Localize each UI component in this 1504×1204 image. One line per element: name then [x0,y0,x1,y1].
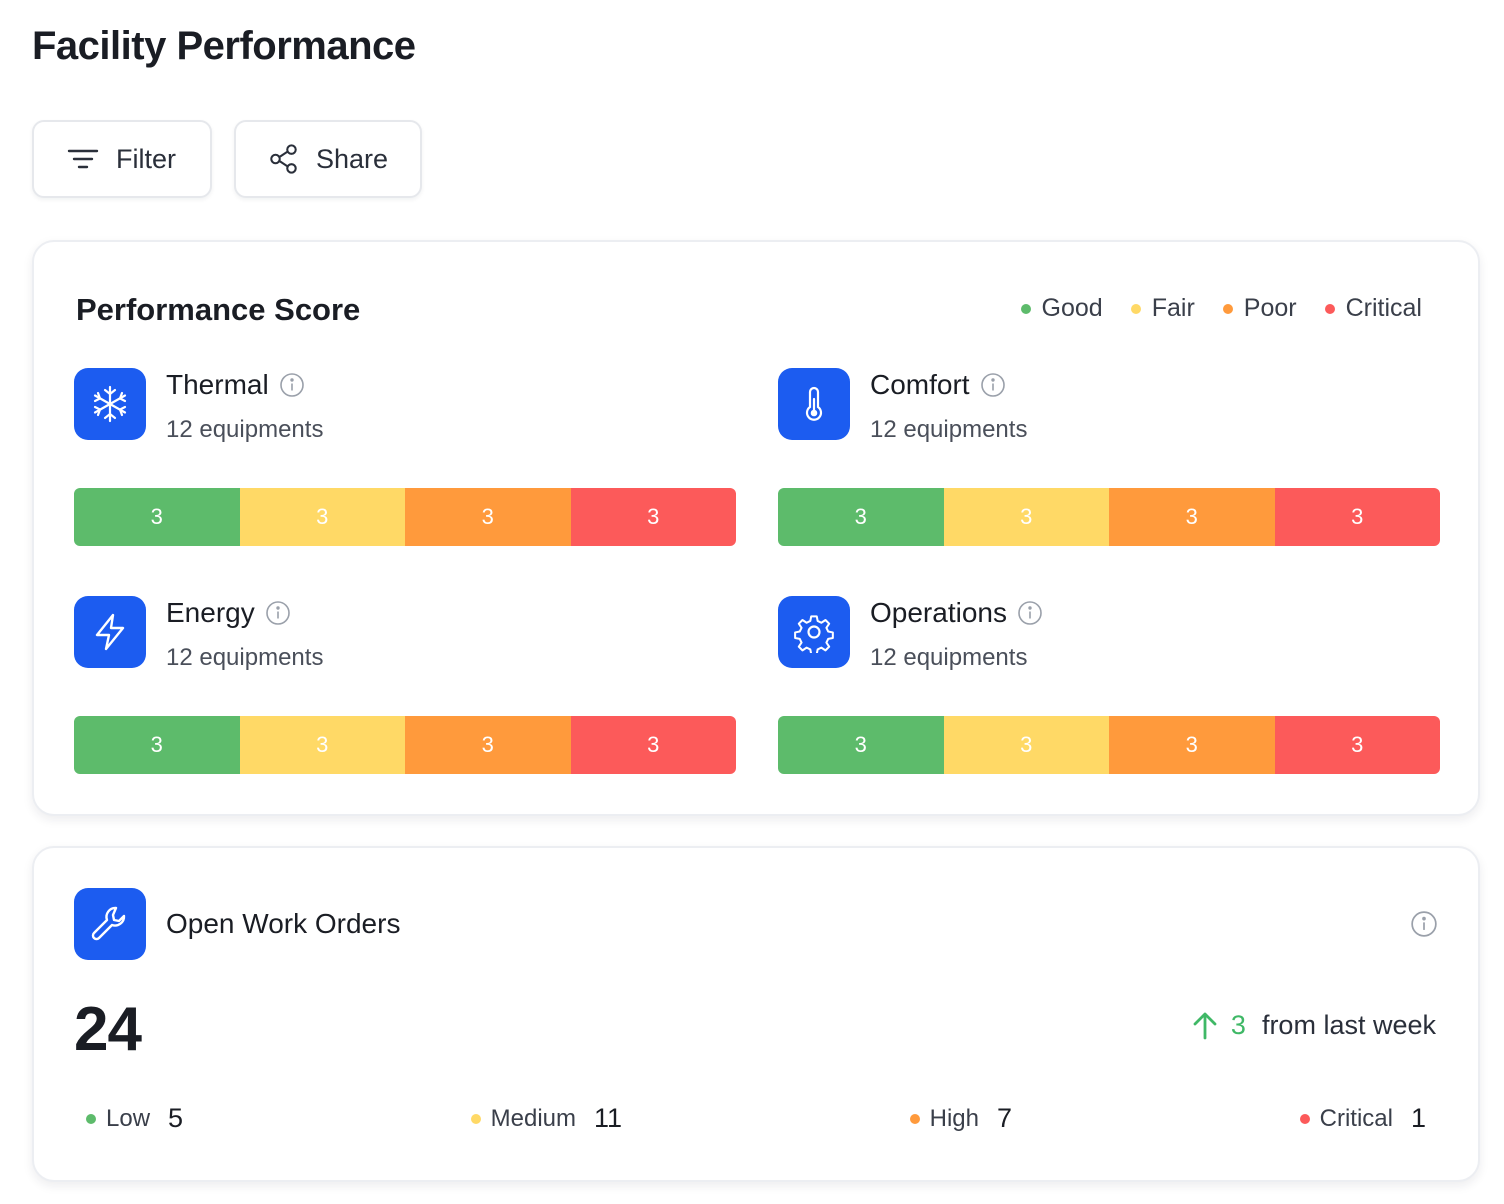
legend-dot-good [1020,303,1031,314]
legend-label-good: Good [1041,294,1103,322]
performance-score-card: Performance Score Good Fair Poor Critica… [32,240,1480,816]
filter-button[interactable]: Filter [32,120,212,198]
work-orders-count: 24 [74,995,142,1064]
metric-name: Thermal [166,369,269,400]
toolbar: Filter Share [32,120,422,198]
segment-fair[interactable]: 3 [239,488,405,546]
score-bar: 3 3 3 3 [74,716,736,774]
priority-value: 11 [594,1103,623,1133]
gear-icon [778,596,850,668]
lightning-icon [74,596,146,668]
segment-good[interactable]: 3 [74,716,240,774]
info-icon[interactable] [279,372,305,398]
thermometer-icon [778,368,850,440]
metric-name: Operations [870,597,1007,628]
score-bar: 3 3 3 3 [74,488,736,546]
filter-icon [67,149,99,169]
metric-subtitle: 12 equipments [166,644,324,671]
info-icon[interactable] [265,600,291,626]
segment-good[interactable]: 3 [778,716,944,774]
legend-dot-poor [1222,303,1233,314]
metric-name-row: Energy [166,596,291,630]
priority-critical: Critical 1 [1299,1103,1426,1134]
priority-label: Low [106,1104,151,1132]
legend-label-fair: Fair [1151,294,1195,322]
segment-fair[interactable]: 3 [943,488,1109,546]
open-work-orders-title: Open Work Orders [166,908,401,939]
priority-value: 5 [168,1103,184,1133]
metric-name: Comfort [870,369,970,400]
legend-dot-fair [1130,303,1141,314]
priority-dot-low [86,1113,96,1124]
segment-critical[interactable]: 3 [570,488,736,546]
info-icon[interactable] [1017,600,1043,626]
share-icon [270,144,297,174]
info-icon[interactable] [980,372,1006,398]
priority-label: Critical [1319,1104,1393,1132]
priority-dot-critical [1299,1113,1310,1124]
legend-label-poor: Poor [1243,294,1297,322]
priority-breakdown: Low 5 Medium 11 High 7 Critical 1 [86,1103,1426,1134]
metric-name-row: Operations [870,596,1043,630]
priority-value: 1 [1410,1103,1426,1133]
legend-item-good: Good [1020,294,1103,323]
info-icon[interactable] [1410,910,1438,938]
arrow-up-icon [1193,1012,1217,1039]
priority-high: High 7 [909,1103,1013,1134]
share-button-label: Share [315,143,388,174]
priority-label: Medium [490,1104,577,1132]
segment-good[interactable]: 3 [778,488,944,546]
segment-good[interactable]: 3 [74,488,240,546]
filter-button-label: Filter [116,143,176,174]
score-bar: 3 3 3 3 [778,488,1440,546]
share-button[interactable]: Share [234,120,422,198]
score-bar: 3 3 3 3 [778,716,1440,774]
segment-fair[interactable]: 3 [943,716,1109,774]
metric-subtitle: 12 equipments [166,416,324,443]
priority-low: Low 5 [86,1103,183,1134]
priority-dot-high [909,1113,920,1124]
metric-subtitle: 12 equipments [870,644,1028,671]
segment-critical[interactable]: 3 [1274,716,1440,774]
metric-name-row: Comfort [870,368,1006,402]
wrench-icon [74,888,146,960]
performance-score-title: Performance Score [76,292,361,327]
priority-medium: Medium 11 [470,1103,623,1134]
segment-poor[interactable]: 3 [1109,716,1275,774]
work-orders-change: 3 from last week [1191,1010,1436,1041]
segment-poor[interactable]: 3 [405,488,571,546]
segment-fair[interactable]: 3 [239,716,405,774]
metric-name-row: Thermal [166,368,305,402]
segment-critical[interactable]: 3 [1274,488,1440,546]
change-label: from last week [1261,1010,1436,1040]
legend-item-poor: Poor [1222,294,1297,323]
legend-label-critical: Critical [1345,294,1422,322]
page-title: Facility Performance [32,24,416,68]
snowflake-icon [74,368,146,440]
segment-critical[interactable]: 3 [570,716,736,774]
segment-poor[interactable]: 3 [1109,488,1275,546]
metric-subtitle: 12 equipments [870,416,1028,443]
legend-dot-critical [1324,303,1335,314]
legend-item-fair: Fair [1130,294,1195,323]
priority-value: 7 [997,1103,1013,1133]
priority-label: High [929,1104,979,1132]
metric-name: Energy [166,597,255,628]
priority-dot-medium [470,1113,481,1124]
change-delta: 3 [1230,1010,1246,1040]
legend-item-critical: Critical [1324,294,1422,323]
performance-legend: Good Fair Poor Critical [1020,294,1422,323]
segment-poor[interactable]: 3 [405,716,571,774]
open-work-orders-card: Open Work Orders 24 3 from last week Low… [32,846,1480,1182]
